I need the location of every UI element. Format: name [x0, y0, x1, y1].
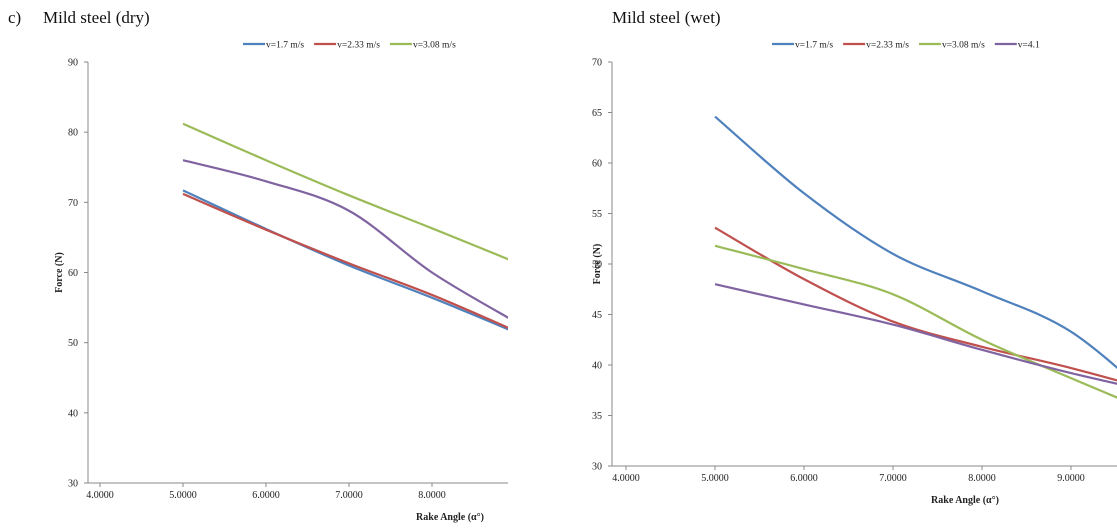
legend-label: v=1.7 m/s	[266, 41, 304, 51]
y-tick-label: 50	[68, 338, 78, 349]
x-axis-label: Rake Angle (α°)	[931, 495, 999, 506]
y-tick-label: 50	[592, 260, 602, 271]
legend-label: v=2.33 m/s	[337, 41, 380, 51]
x-axis-label: Rake Angle (α°)	[416, 512, 484, 523]
chart-title: Mild steel (dry)	[43, 8, 150, 27]
y-tick-label: 45	[592, 310, 602, 321]
x-tick-label: 4.0000	[86, 490, 114, 501]
legend-label: v=4.1	[1018, 41, 1040, 51]
y-tick-label: 30	[592, 462, 602, 473]
x-tick-label: 6.0000	[252, 490, 280, 501]
y-axis-label: Force (N)	[592, 244, 603, 285]
chart-title: Mild steel (wet)	[612, 8, 721, 27]
y-tick-label: 60	[592, 159, 602, 170]
y-tick-label: 40	[68, 408, 78, 419]
y-tick-label: 65	[592, 108, 602, 119]
y-tick-label: 90	[68, 58, 78, 69]
y-tick-label: 55	[592, 209, 602, 220]
plot: 30 40 50 60 70 80 90 4.0000 5.0000 6.0000 7.0000 8.…	[54, 41, 518, 523]
series-line	[714, 226, 1117, 382]
series-line	[182, 159, 508, 319]
x-tick-label: 5.0000	[701, 473, 729, 484]
series-line	[714, 244, 1117, 399]
series-line	[182, 192, 508, 329]
series-line	[714, 283, 1117, 385]
y-tick-label: 70	[68, 198, 78, 209]
x-tick-label: 9	[513, 490, 518, 501]
x-tick-label: 8.0000	[968, 473, 996, 484]
x-tick-label: 8.0000	[418, 490, 446, 501]
series-line	[182, 189, 508, 331]
legend-label: v=2.33 m/s	[866, 41, 909, 51]
plot: 30 35 40 45 50 55 60 65 70 4.0000 5.0000 6.0000 7.00…	[592, 41, 1117, 506]
legend-label: v=1.7 m/s	[795, 41, 833, 51]
chart: Mild steel (dry) 30 40 50 60 70 80 90 4.0000 5.00…	[43, 8, 518, 523]
x-tick-label: 7.0000	[335, 490, 363, 501]
series-line	[182, 122, 508, 261]
y-tick-label: 40	[592, 361, 602, 372]
x-tick-label: 6.0000	[790, 473, 818, 484]
legend-label: v=3.08 m/s	[413, 41, 456, 51]
panel-label: c)	[8, 8, 21, 27]
x-tick-label: 4.0000	[612, 473, 640, 484]
chart: Mild steel (wet) 30 35 40 45 50 55 60 65 70 4.0000…	[592, 8, 1117, 506]
x-tick-label: 9.0000	[1057, 473, 1085, 484]
y-tick-label: 30	[68, 479, 78, 490]
y-tick-label: 35	[592, 411, 602, 422]
x-tick-label: 7.0000	[879, 473, 907, 484]
legend-label: v=3.08 m/s	[942, 41, 985, 51]
y-tick-label: 80	[68, 128, 78, 139]
y-axis-label: Force (N)	[54, 252, 65, 293]
x-tick-label: 5.0000	[169, 490, 197, 501]
y-tick-label: 60	[68, 268, 78, 279]
series-line	[714, 115, 1117, 370]
y-tick-label: 70	[592, 58, 602, 69]
